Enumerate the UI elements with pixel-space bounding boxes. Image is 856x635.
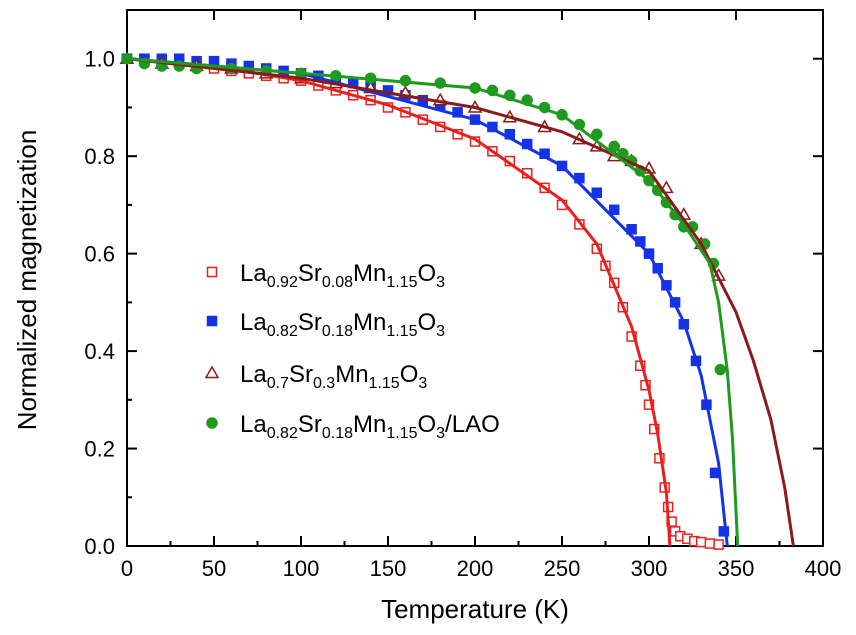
legend-label-part: Mn bbox=[353, 411, 386, 438]
legend-label-part: Mn bbox=[335, 361, 368, 388]
legend-label-part: 0.82 bbox=[267, 323, 298, 340]
legend-label-part: La bbox=[240, 260, 267, 287]
legend-label-part: 0.92 bbox=[267, 274, 298, 291]
series bbox=[121, 53, 724, 550]
legend-marker bbox=[204, 365, 220, 379]
legend-label-part: La bbox=[240, 411, 267, 438]
legend-label-part: O bbox=[417, 411, 436, 438]
fit-line bbox=[126, 57, 729, 547]
legend-label-part: 1.15 bbox=[386, 425, 417, 442]
y-tick-label: 1.0 bbox=[84, 47, 115, 72]
legend-label-part: Mn bbox=[353, 309, 386, 336]
fit-line bbox=[126, 57, 672, 547]
legend-label-part: O bbox=[417, 260, 436, 287]
legend-label-part: 0.08 bbox=[322, 274, 353, 291]
legend-label-part: O bbox=[400, 361, 419, 388]
legend-label-part: La bbox=[240, 309, 267, 336]
marker bbox=[608, 140, 620, 153]
y-tick-label: 0.0 bbox=[84, 534, 115, 559]
legend-label-part: La bbox=[240, 361, 267, 388]
legend-label-part: 3 bbox=[436, 425, 445, 442]
x-tick-label: 200 bbox=[457, 556, 494, 581]
x-axis-title: Temperature (K) bbox=[381, 594, 569, 624]
legend-label-part: 0.18 bbox=[322, 323, 353, 340]
legend-label-part: 3 bbox=[436, 274, 445, 291]
y-tick-label: 0.8 bbox=[84, 144, 115, 169]
y-axis-title: Normalized magnetization bbox=[12, 130, 42, 431]
marker bbox=[591, 187, 603, 198]
marker bbox=[643, 399, 655, 410]
legend-label-part: Sr bbox=[298, 260, 322, 287]
legend-label-part: 1.15 bbox=[386, 274, 417, 291]
x-tick-label: 150 bbox=[370, 556, 407, 581]
x-tick-label: 50 bbox=[202, 556, 226, 581]
legend-label-part: 0.18 bbox=[322, 425, 353, 442]
legend-label-part: Sr bbox=[298, 411, 322, 438]
fit-line bbox=[126, 57, 740, 547]
y-tick-label: 0.4 bbox=[84, 339, 115, 364]
legend-label-part: 0.7 bbox=[267, 375, 289, 392]
legend-label-part: /LAO bbox=[445, 411, 500, 438]
y-tick-label: 0.2 bbox=[84, 437, 115, 462]
series bbox=[119, 51, 726, 281]
legend-marker bbox=[206, 417, 218, 429]
x-tick-label: 400 bbox=[805, 556, 842, 581]
legend-label: La0.82Sr0.18Mn1.15O3 bbox=[240, 309, 445, 340]
marker bbox=[704, 538, 716, 549]
marker bbox=[626, 224, 637, 235]
legend-label-part: 1.15 bbox=[386, 323, 417, 340]
legend-label: La0.82Sr0.18Mn1.15O3/LAO bbox=[240, 411, 500, 442]
legend-label-part: Sr bbox=[289, 361, 313, 388]
legend-label-part: 3 bbox=[436, 323, 445, 340]
x-tick-label: 300 bbox=[631, 556, 668, 581]
fit-line bbox=[126, 57, 795, 547]
marker bbox=[695, 536, 707, 548]
x-tick-label: 100 bbox=[283, 556, 320, 581]
marker bbox=[714, 363, 727, 376]
legend-label-part: Mn bbox=[353, 260, 386, 287]
legend-label-part: 0.3 bbox=[313, 375, 335, 392]
legend-label-part: 1.15 bbox=[369, 375, 400, 392]
legend-label: La0.92Sr0.08Mn1.15O3 bbox=[240, 260, 445, 291]
legend-label-part: O bbox=[417, 309, 436, 336]
x-tick-label: 0 bbox=[121, 556, 133, 581]
marker bbox=[608, 204, 620, 216]
legend-marker bbox=[206, 315, 218, 327]
marker bbox=[713, 539, 724, 550]
legend-label-part: 0.82 bbox=[267, 425, 298, 442]
legend-label-part: Sr bbox=[298, 309, 322, 336]
x-tick-label: 350 bbox=[718, 556, 755, 581]
legend-label-part: 3 bbox=[418, 375, 427, 392]
marker bbox=[648, 423, 660, 435]
legend-marker bbox=[206, 266, 218, 278]
x-tick-label: 250 bbox=[544, 556, 581, 581]
legend-label: La0.7Sr0.3Mn1.15O3 bbox=[240, 361, 427, 392]
series bbox=[121, 53, 730, 537]
y-tick-label: 0.6 bbox=[84, 242, 115, 267]
